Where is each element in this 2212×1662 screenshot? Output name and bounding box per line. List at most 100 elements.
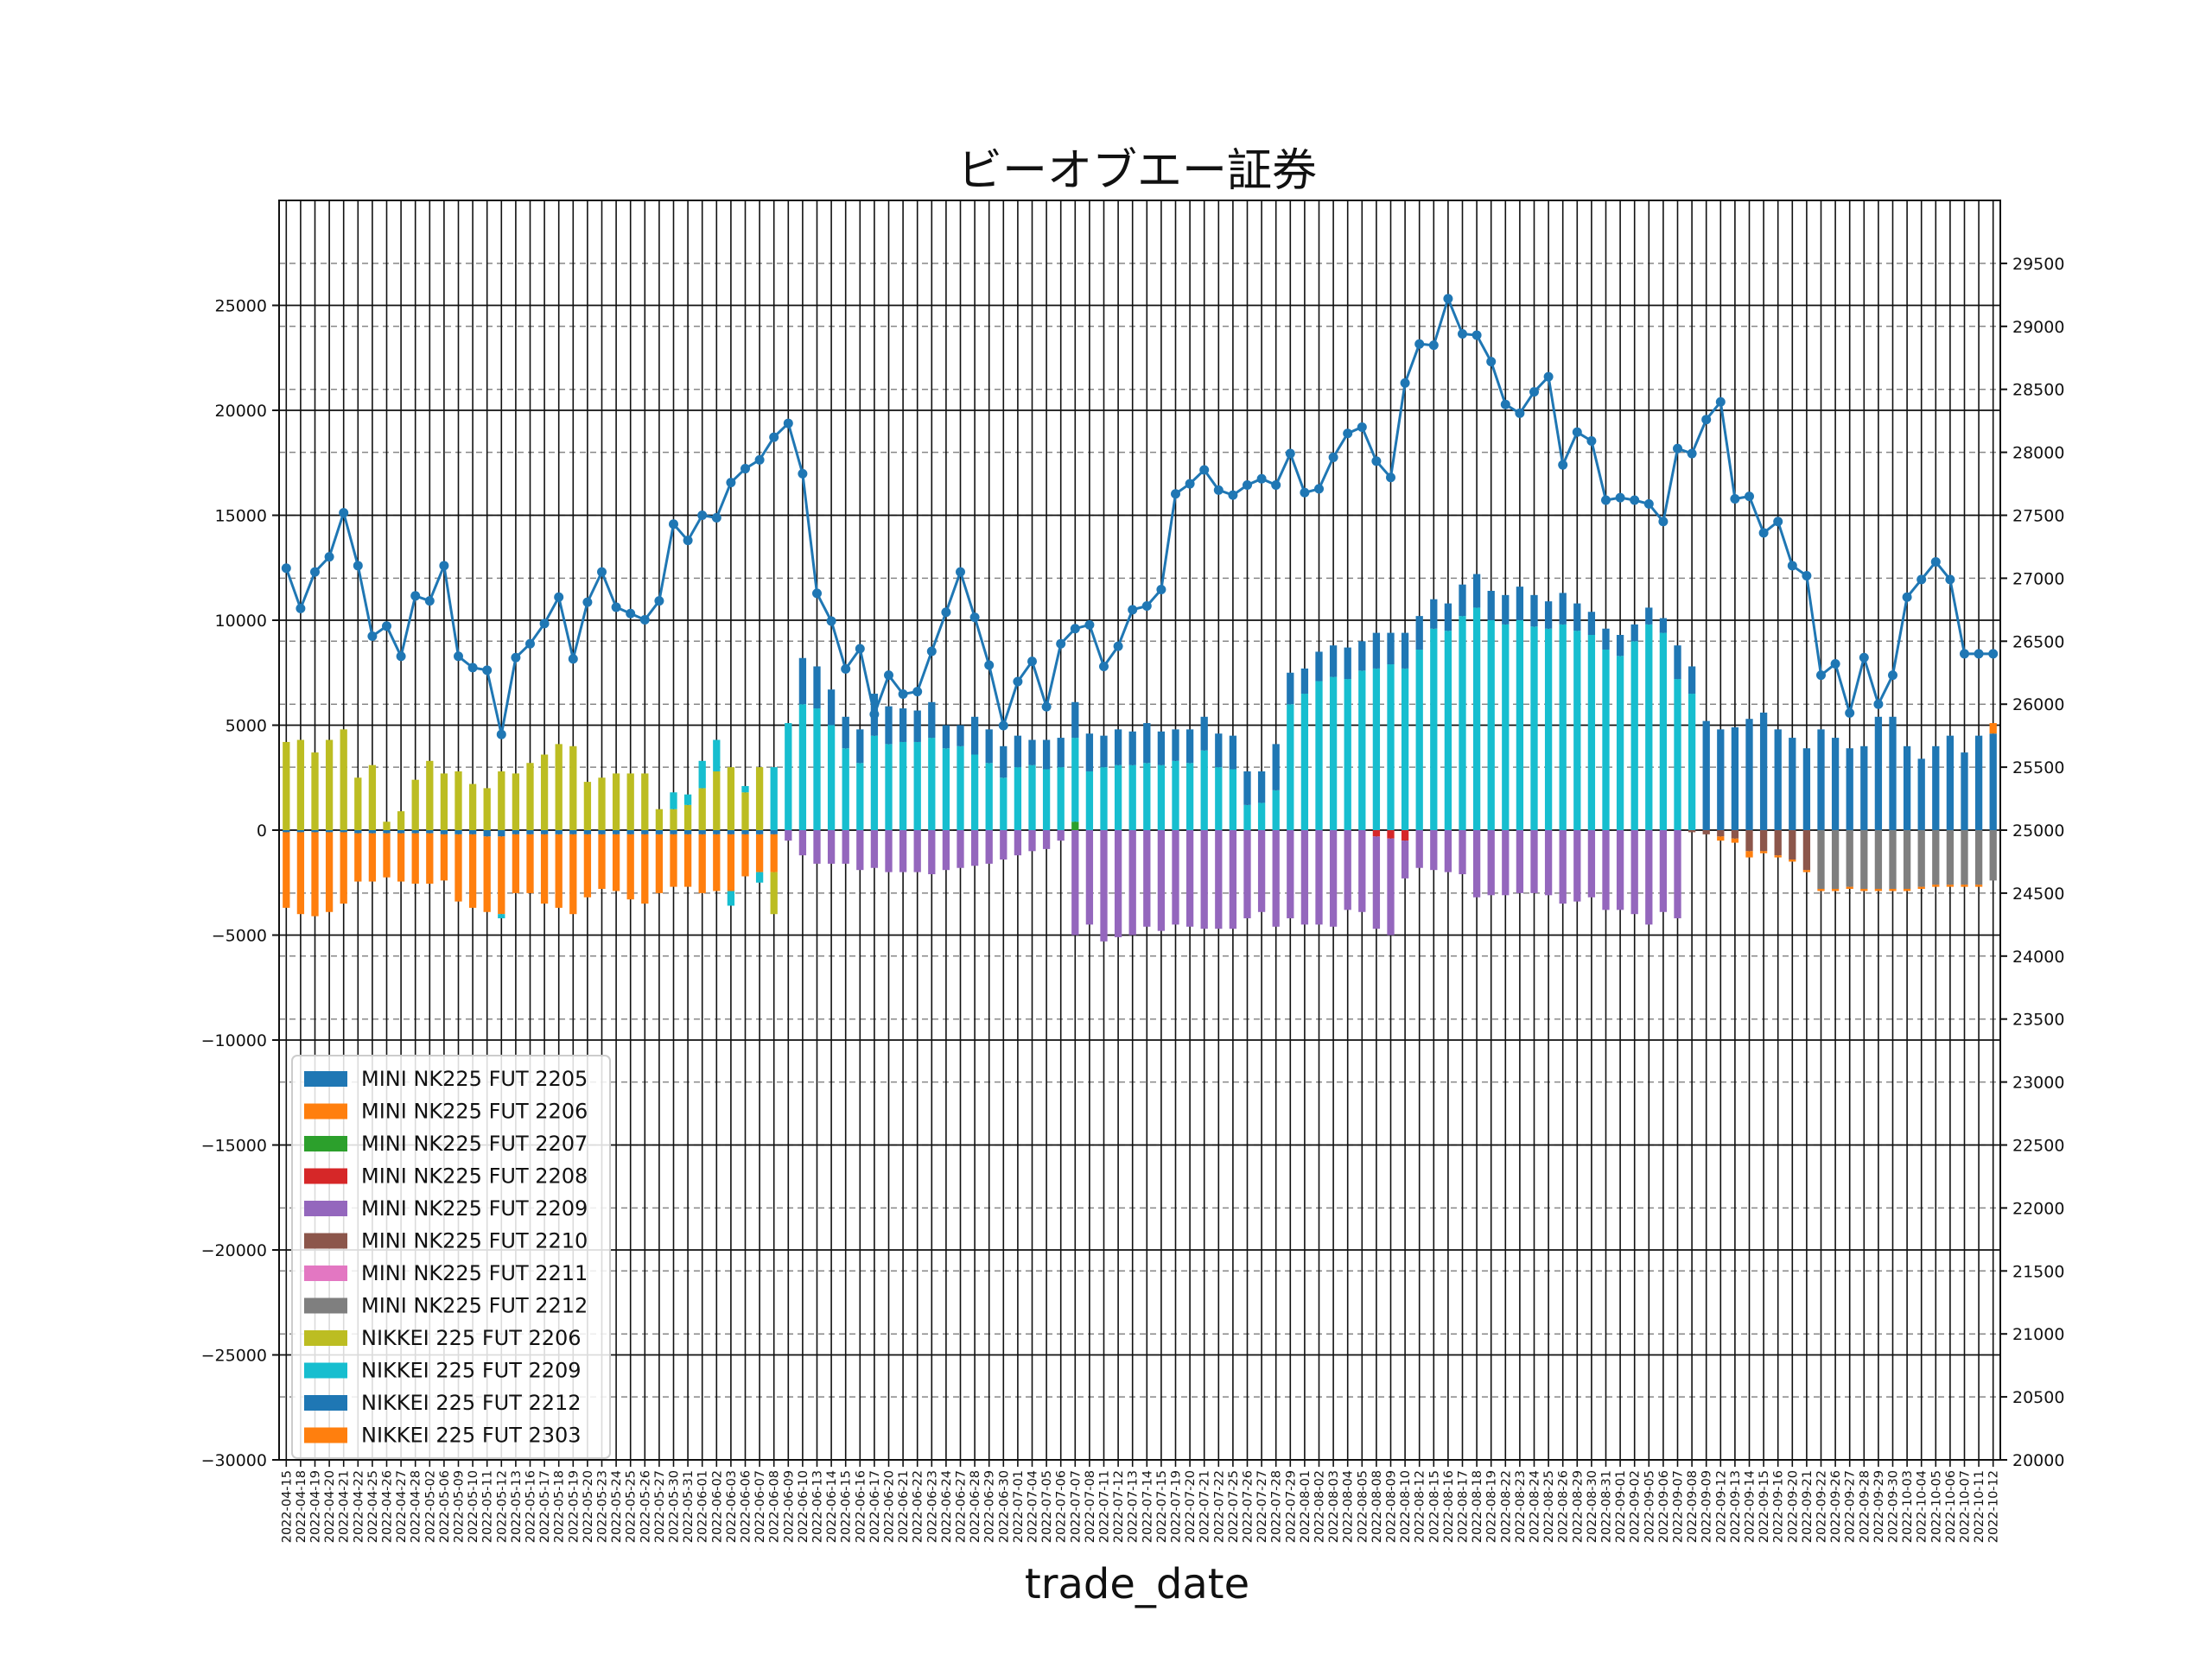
bar	[1487, 830, 1495, 896]
bar	[1846, 748, 1853, 830]
legend-label: MINI NK225 FUT 2208	[361, 1164, 588, 1189]
bar	[454, 834, 462, 902]
bar	[1272, 830, 1280, 927]
bar	[813, 830, 821, 864]
price-point	[1615, 492, 1625, 503]
bar	[1789, 830, 1796, 860]
x-tick-label: 2022-08-30	[1586, 1470, 1599, 1543]
price-point	[1730, 494, 1740, 504]
legend-label: NIKKEI 225 FUT 2303	[361, 1424, 582, 1448]
price-point	[454, 651, 463, 662]
x-tick-label: 2022-05-12	[495, 1470, 509, 1543]
bar	[1287, 672, 1294, 705]
bar	[1502, 830, 1510, 896]
bar	[1530, 594, 1538, 627]
x-tick-label: 2022-05-02	[423, 1470, 437, 1543]
bar	[942, 830, 950, 871]
price-point	[1027, 657, 1037, 667]
price-point	[1400, 377, 1410, 388]
bar	[1616, 656, 1624, 830]
price-point	[941, 607, 951, 618]
x-axis-label: trade_date	[1025, 1560, 1249, 1608]
bar	[1659, 632, 1668, 830]
price-point	[1243, 480, 1252, 491]
x-tick-label: 2022-05-19	[567, 1470, 581, 1543]
bar	[928, 701, 936, 739]
price-point	[568, 654, 578, 664]
bar	[1372, 836, 1381, 929]
price-point	[1873, 699, 1884, 709]
bar	[885, 706, 893, 745]
bar	[683, 834, 692, 887]
y-tick-label: 20000	[215, 402, 267, 421]
x-tick-label: 2022-06-03	[725, 1470, 739, 1543]
bar	[1243, 771, 1251, 805]
bar	[1587, 830, 1596, 898]
legend-swatch	[304, 1266, 347, 1281]
bar	[1071, 701, 1079, 739]
x-tick-label: 2022-08-08	[1370, 1470, 1384, 1543]
bar	[741, 792, 749, 830]
bar	[1917, 886, 1925, 890]
bar	[1946, 830, 1955, 885]
bar	[727, 767, 735, 830]
bar	[512, 834, 520, 893]
price-point	[1486, 357, 1497, 367]
price-point	[1471, 330, 1482, 340]
price-point	[410, 591, 421, 601]
x-tick-label: 2022-10-07	[1959, 1470, 1973, 1543]
bar	[1257, 771, 1266, 803]
bar	[1472, 574, 1481, 608]
x-tick-label: 2022-09-12	[1714, 1470, 1728, 1543]
x-tick-label: 2022-06-27	[955, 1470, 969, 1543]
legend-swatch	[304, 1071, 347, 1087]
bar	[1745, 719, 1753, 830]
bar	[1114, 764, 1122, 830]
bar	[1774, 729, 1782, 830]
x-tick-label: 2022-07-25	[1227, 1470, 1241, 1543]
y-tick-label: −15000	[201, 1137, 267, 1156]
bar	[383, 830, 391, 834]
bar	[1630, 624, 1638, 642]
bar	[540, 834, 549, 904]
bar	[426, 833, 434, 884]
price-point	[769, 432, 779, 442]
price-point	[1773, 517, 1783, 527]
price-point	[367, 631, 378, 641]
x-tick-label: 2022-04-27	[395, 1470, 409, 1543]
bar	[741, 830, 749, 834]
bar	[1100, 735, 1108, 768]
bar	[1974, 885, 1983, 887]
bar	[1831, 830, 1840, 890]
bar	[1028, 739, 1036, 765]
bar	[1444, 830, 1452, 872]
x-tick-label: 2022-04-20	[323, 1470, 337, 1543]
bar	[555, 834, 563, 908]
bar	[626, 834, 634, 900]
bar	[1989, 733, 1997, 830]
bar	[1085, 733, 1094, 771]
x-tick-label: 2022-10-04	[1916, 1470, 1929, 1543]
y2-tick-label: 27000	[2012, 569, 2064, 588]
bar	[713, 739, 721, 771]
bar	[1932, 830, 1940, 885]
legend: MINI NK225 FUT 2205 MINI NK225 FUT 2206 MI…	[291, 1055, 611, 1459]
bar	[1645, 624, 1653, 830]
bar	[1430, 628, 1438, 830]
x-tick-label: 2022-08-26	[1557, 1470, 1571, 1543]
x-tick-label: 2022-06-02	[710, 1470, 724, 1543]
bar	[1057, 738, 1065, 768]
x-tick-label: 2022-10-11	[1973, 1470, 1986, 1543]
y-tick-label: 25000	[215, 297, 267, 316]
bar	[1516, 620, 1524, 830]
bar	[1802, 870, 1811, 872]
bar	[1200, 830, 1208, 929]
price-point	[339, 508, 349, 518]
bar	[1042, 830, 1051, 849]
bar	[555, 830, 563, 834]
bar	[526, 830, 534, 834]
x-tick-label: 2022-06-14	[825, 1470, 839, 1543]
bar	[1616, 830, 1624, 910]
bar	[1459, 830, 1466, 875]
price-point	[482, 665, 493, 676]
